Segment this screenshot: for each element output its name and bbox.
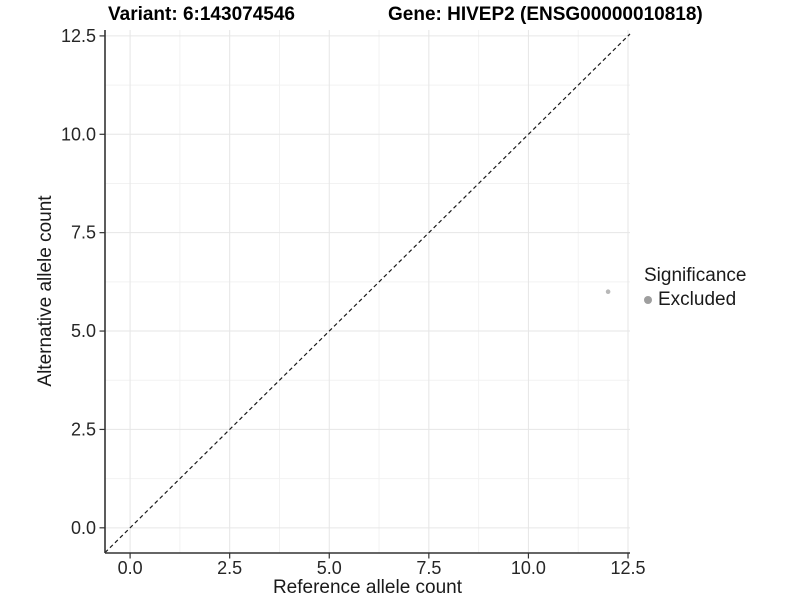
x-tick-label: 5.0 (317, 558, 342, 578)
y-tick-label: 5.0 (71, 321, 96, 341)
y-tick-label: 2.5 (71, 419, 96, 439)
y-tick-label: 12.5 (61, 26, 96, 46)
legend-title: Significance (644, 265, 747, 286)
y-axis-title: Alternative allele count (35, 195, 56, 387)
x-tick-label: 0.0 (118, 558, 143, 578)
scatter-plot-panel: 0.0 2.5 5.0 7.5 10.0 12.5 0.0 2.5 5.0 7.5 10.0 12.5 (61, 26, 646, 578)
legend-point-icon (644, 295, 652, 304)
data-point-excluded (605, 289, 611, 294)
legend-item-excluded: Excluded (644, 288, 746, 311)
x-tick-label: 10.0 (511, 558, 546, 578)
y-tick-label: 10.0 (61, 124, 96, 144)
x-axis-title: Reference allele count (272, 577, 463, 598)
legend: Significance Excluded (644, 264, 746, 311)
y-tick-label: 0.0 (71, 518, 96, 538)
plot-title-variant: Variant: 6:143074546 (108, 4, 295, 25)
y-tick-label: 7.5 (71, 223, 96, 243)
plot-title-gene: Gene: HIVEP2 (ENSG00000010818) (388, 4, 703, 25)
x-tick-label: 12.5 (610, 558, 645, 578)
legend-item-label: Excluded (658, 289, 737, 310)
identity-dashed-line (104, 33, 631, 554)
x-tick-label: 7.5 (416, 558, 441, 578)
x-tick-label: 2.5 (217, 558, 242, 578)
